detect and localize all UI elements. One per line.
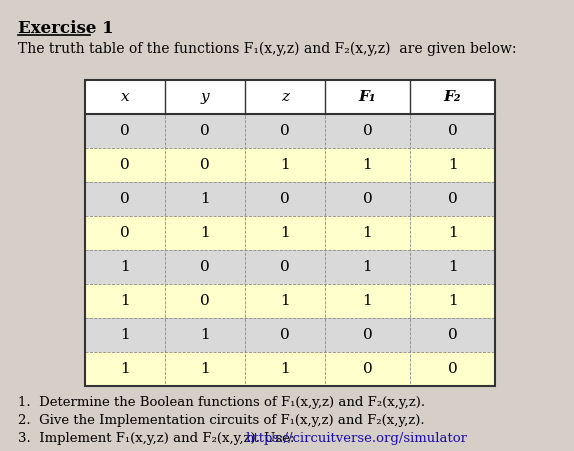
Text: 0: 0 <box>200 294 210 308</box>
Text: Exercise 1: Exercise 1 <box>18 20 114 37</box>
Bar <box>18 430 574 451</box>
Bar <box>85 318 495 352</box>
Text: 0: 0 <box>448 124 457 138</box>
Text: 1: 1 <box>280 362 290 376</box>
Text: 0: 0 <box>363 124 373 138</box>
Text: F₁: F₁ <box>359 90 376 104</box>
Bar <box>85 284 495 318</box>
Text: 1: 1 <box>120 328 130 342</box>
Text: 0: 0 <box>200 158 210 172</box>
Text: 0: 0 <box>200 124 210 138</box>
Text: 0: 0 <box>280 192 290 206</box>
Text: https://circuitverse.org/simulator: https://circuitverse.org/simulator <box>245 432 467 445</box>
Text: 1: 1 <box>200 192 210 206</box>
Bar <box>85 80 495 114</box>
Text: 1: 1 <box>448 158 457 172</box>
Text: 0: 0 <box>280 328 290 342</box>
Text: 1: 1 <box>280 158 290 172</box>
Text: 0: 0 <box>120 158 130 172</box>
Text: 1: 1 <box>363 158 373 172</box>
Text: 2.  Give the Implementation circuits of F₁(x,y,z) and F₂(x,y,z).: 2. Give the Implementation circuits of F… <box>18 414 425 427</box>
Text: 0: 0 <box>448 328 457 342</box>
Text: 1: 1 <box>280 294 290 308</box>
Text: 0: 0 <box>448 362 457 376</box>
Text: 1: 1 <box>120 294 130 308</box>
Bar <box>85 182 495 216</box>
Text: 0: 0 <box>448 192 457 206</box>
Text: 0: 0 <box>280 260 290 274</box>
Text: 1: 1 <box>280 226 290 240</box>
Text: F₂: F₂ <box>444 90 461 104</box>
Bar <box>85 216 495 250</box>
Text: z: z <box>281 90 289 104</box>
Bar <box>85 148 495 182</box>
Text: 1: 1 <box>363 226 373 240</box>
Text: 1: 1 <box>120 260 130 274</box>
Text: 1: 1 <box>448 226 457 240</box>
Text: 1: 1 <box>200 328 210 342</box>
Bar <box>85 114 495 148</box>
Text: https://circuitverse.org/simulator: https://circuitverse.org/simulator <box>18 432 240 445</box>
Text: 0: 0 <box>363 362 373 376</box>
Text: The truth table of the functions F₁(x,y,z) and F₂(x,y,z)  are given below:: The truth table of the functions F₁(x,y,… <box>18 42 517 56</box>
Bar <box>85 80 495 386</box>
Text: 1.  Determine the Boolean functions of F₁(x,y,z) and F₂(x,y,z).: 1. Determine the Boolean functions of F₁… <box>18 396 425 409</box>
Text: 0: 0 <box>200 260 210 274</box>
Text: 1: 1 <box>363 294 373 308</box>
Text: 0: 0 <box>280 124 290 138</box>
Text: 0: 0 <box>120 124 130 138</box>
Text: x: x <box>121 90 129 104</box>
Text: 0: 0 <box>363 328 373 342</box>
Text: 1: 1 <box>200 226 210 240</box>
Text: 1: 1 <box>448 260 457 274</box>
Text: 1: 1 <box>120 362 130 376</box>
Text: 0: 0 <box>363 192 373 206</box>
Text: 1: 1 <box>448 294 457 308</box>
Text: 1: 1 <box>200 362 210 376</box>
Bar <box>85 352 495 386</box>
Text: 0: 0 <box>120 192 130 206</box>
Text: 3.  Implement F₁(x,y,z) and F₂(x,y,z). Use:: 3. Implement F₁(x,y,z) and F₂(x,y,z). Us… <box>18 432 303 445</box>
Text: 1: 1 <box>363 260 373 274</box>
Bar <box>85 250 495 284</box>
Text: 3.  Implement F₁(x,y,z) and F₂(x,y,z). Use:: 3. Implement F₁(x,y,z) and F₂(x,y,z). Us… <box>18 432 303 445</box>
Text: y: y <box>201 90 210 104</box>
Text: 0: 0 <box>120 226 130 240</box>
